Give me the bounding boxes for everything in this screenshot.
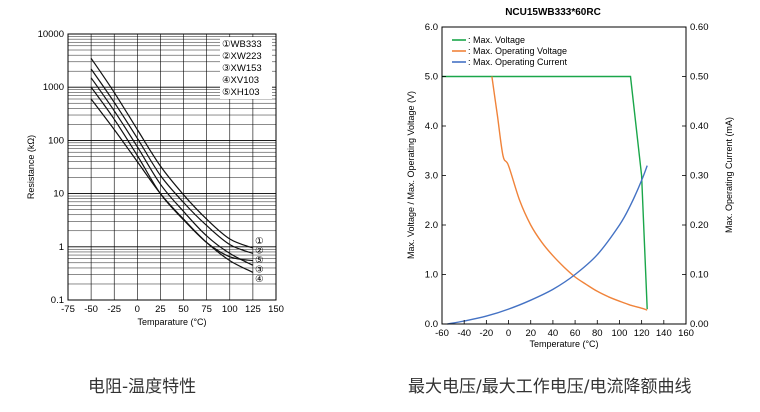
- derating-y2-ticks: 0.00 0.10 0.20 0.30 0.40 0.50 0.60: [682, 22, 709, 330]
- derating-x-tick-label: 40: [548, 328, 559, 339]
- derating-x-tick-label: 80: [592, 328, 603, 339]
- derating-y2-tick-label: 0.10: [690, 270, 709, 281]
- rt-series-line-xw223: [90, 68, 254, 254]
- derating-plot-frame: [441, 26, 687, 325]
- rt-x-tick-label: 75: [201, 304, 212, 315]
- derating-chart: NCU15WB333*60RC -60 -40 -20 0 20 40 60 80 100 120…: [406, 7, 734, 349]
- derating-y-ticks: 0.0 1.0 2.0 3.0 4.0 5.0 6.0: [425, 22, 446, 330]
- rt-caption: 电阻-温度特性: [88, 377, 197, 397]
- derating-x-tick-label: -60: [435, 328, 449, 339]
- rt-series-group: [90, 57, 254, 273]
- rt-x-tick-label: -50: [84, 304, 98, 315]
- rt-series-line-xw153: [90, 77, 254, 266]
- derating-x-ticks: -60 -40 -20 0 20 40 60 80 100 120 140 160: [435, 320, 694, 339]
- derating-x-tick-label: 0: [506, 328, 511, 339]
- rt-legend-entry: ④XV103: [222, 75, 259, 86]
- rt-x-tick-label: 0: [135, 304, 140, 315]
- derating-x-tick-label: 100: [612, 328, 628, 339]
- rt-legend-bg: [220, 37, 272, 99]
- rt-curve-end-marker: ①: [255, 236, 264, 247]
- derating-x-tick-label: -40: [457, 328, 471, 339]
- derating-x-axis-label: Temperature (°C): [529, 339, 598, 349]
- derating-y2-tick-label: 0.40: [690, 121, 709, 132]
- rt-series-line-xh103: [90, 86, 253, 262]
- derating-y-tick-label: 1.0: [425, 270, 438, 281]
- derating-caption: 最大电压/最大工作电压/电流降额曲线: [408, 377, 692, 397]
- derating-y2-tick-label: 0.60: [690, 22, 709, 33]
- rt-curve-end-marker: ③: [255, 265, 264, 276]
- rt-y-tick-label: 1000: [43, 82, 64, 93]
- rt-y-axis-label: Resistance (kΩ): [26, 135, 36, 199]
- derating-legend: : Max. Voltage: Max. Operating Voltage: …: [452, 35, 568, 67]
- derating-legend-label-max-operating-current: : Max. Operating Current: [468, 57, 568, 67]
- derating-legend-label-max-voltage: : Max. Voltage: [468, 35, 525, 45]
- derating-x-tick-label: 140: [656, 328, 672, 339]
- derating-chart-title: NCU15WB333*60RC: [505, 7, 601, 18]
- derating-y-tick-label: 6.0: [425, 22, 438, 33]
- derating-y-axis-label: Max. Voltage / Max. Operating Voltage (V…: [406, 91, 416, 259]
- derating-series-line-max-operating-voltage: [491, 76, 648, 311]
- derating-y-tick-label: 0.0: [425, 319, 438, 330]
- rt-chart: -75 -50 -25 0 25 50 75 100 125 150 0.1 1 10 100 1000 1…: [26, 29, 284, 327]
- derating-x-tick-label: -20: [479, 328, 493, 339]
- rt-x-tick-label: 100: [222, 304, 238, 315]
- derating-x-tick-label: 60: [570, 328, 581, 339]
- derating-y-tick-label: 2.0: [425, 220, 438, 231]
- derating-y2-axis-label: Max. Operating Current (mA): [724, 117, 734, 233]
- derating-x-tick-label: 160: [678, 328, 694, 339]
- derating-y2-tick-label: 0.30: [690, 171, 709, 182]
- derating-y2-tick-label: 0.50: [690, 72, 709, 83]
- derating-y2-tick-label: 0.00: [690, 319, 709, 330]
- rt-curve-end-marker: ②: [255, 246, 264, 257]
- rt-y-tick-label: 1: [59, 242, 64, 253]
- derating-series-line-max-operating-current: [447, 165, 648, 325]
- rt-x-tick-label: 50: [178, 304, 189, 315]
- rt-y-tick-label: 100: [48, 135, 64, 146]
- rt-x-tick-label: 150: [268, 304, 284, 315]
- rt-legend-entry: ③XW153: [222, 63, 262, 74]
- derating-series-group: [442, 75, 648, 325]
- derating-y-tick-label: 5.0: [425, 72, 438, 83]
- rt-y-ticks: 0.1 1 10 100 1000 10000: [38, 29, 64, 306]
- derating-y-tick-label: 3.0: [425, 171, 438, 182]
- rt-series-line-wb333: [90, 57, 254, 249]
- rt-legend-entry: ⑤XH103: [222, 87, 260, 98]
- derating-y2-tick-label: 0.20: [690, 220, 709, 231]
- derating-x-tick-label: 120: [634, 328, 650, 339]
- rt-x-tick-label: 25: [155, 304, 166, 315]
- rt-x-ticks: -75 -50 -25 0 25 50 75 100 125 150: [61, 304, 284, 315]
- derating-y-tick-label: 4.0: [425, 121, 438, 132]
- rt-x-tick-label: 125: [245, 304, 261, 315]
- rt-y-tick-label: 10000: [38, 29, 64, 40]
- derating-series-line-max-voltage: [442, 75, 648, 310]
- rt-x-tick-label: -25: [107, 304, 121, 315]
- rt-legend-entry: ②XW223: [222, 51, 262, 62]
- derating-x-tick-label: 20: [525, 328, 536, 339]
- rt-x-tick-label: -75: [61, 304, 75, 315]
- rt-y-tick-label: 0.1: [51, 295, 64, 306]
- rt-curve-end-marker: ④: [255, 274, 264, 285]
- rt-legend-entry: ①WB333: [222, 39, 262, 50]
- rt-x-axis-label: Temparature (°C): [137, 317, 206, 327]
- rt-curve-end-marker: ⑤: [255, 255, 264, 266]
- derating-legend-label-max-operating-voltage: : Max. Operating Voltage: [468, 46, 567, 56]
- rt-y-tick-label: 10: [53, 189, 64, 200]
- rt-plot-frame: [67, 33, 277, 301]
